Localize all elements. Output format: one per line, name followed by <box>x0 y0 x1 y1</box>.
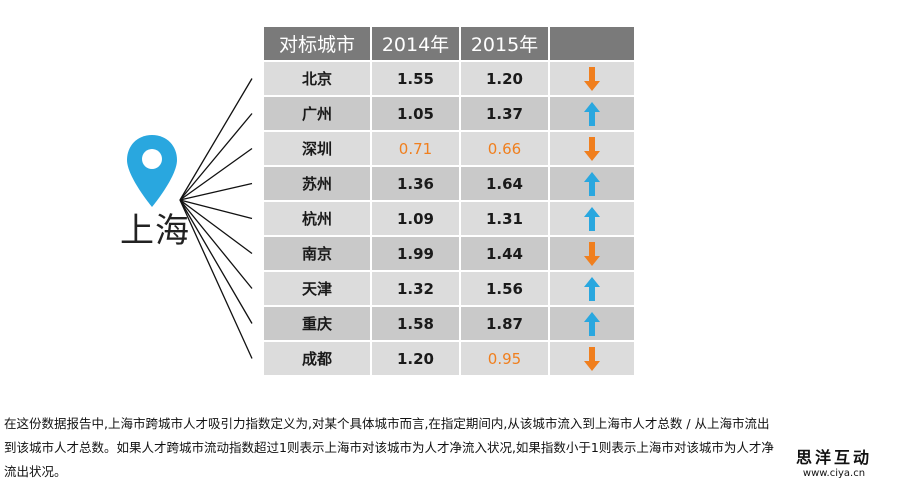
connector-line-4 <box>179 199 253 220</box>
arrow-up-icon <box>584 101 600 126</box>
city-cell: 北京 <box>264 62 370 95</box>
connector-line-0 <box>179 78 253 201</box>
location-pin-icon <box>127 135 177 207</box>
trend-cell <box>550 307 634 340</box>
table-row: 深圳 0.71 0.66 <box>264 132 634 165</box>
watermark-logo: 思洋互动 www.ciya.cn <box>778 442 890 482</box>
trend-cell <box>550 342 634 375</box>
city-cell: 成都 <box>264 342 370 375</box>
watermark-url: www.ciya.cn <box>802 468 866 479</box>
value-2014-cell: 0.71 <box>372 132 459 165</box>
watermark-name: 思洋互动 <box>795 448 872 467</box>
connector-line-6 <box>179 199 253 289</box>
connector-line-3 <box>179 182 253 201</box>
value-2014-cell: 1.58 <box>372 307 459 340</box>
header-trend <box>550 27 634 60</box>
table-row: 苏州 1.36 1.64 <box>264 167 634 200</box>
origin-city-label: 上海 <box>120 211 190 251</box>
trend-cell <box>550 132 634 165</box>
definition-note: 在这份数据报告中,上海市跨城市人才吸引力指数定义为,对某个具体城市而言,在指定期… <box>4 412 904 484</box>
table-row: 南京 1.99 1.44 <box>264 237 634 270</box>
value-2014-cell: 1.36 <box>372 167 459 200</box>
table-row: 成都 1.20 0.95 <box>264 342 634 375</box>
value-2014-cell: 1.99 <box>372 237 459 270</box>
connector-line-2 <box>179 147 253 201</box>
table-row: 北京 1.55 1.20 <box>264 62 634 95</box>
city-cell: 苏州 <box>264 167 370 200</box>
value-2015-cell: 1.87 <box>461 307 548 340</box>
value-2015-cell: 0.95 <box>461 342 548 375</box>
arrow-down-icon <box>584 346 600 371</box>
arrow-down-icon <box>584 136 600 161</box>
city-cell: 天津 <box>264 272 370 305</box>
city-cell: 重庆 <box>264 307 370 340</box>
header-2015: 2015年 <box>461 27 548 60</box>
value-2014-cell: 1.05 <box>372 97 459 130</box>
value-2015-cell: 0.66 <box>461 132 548 165</box>
value-2015-cell: 1.64 <box>461 167 548 200</box>
value-2014-cell: 1.55 <box>372 62 459 95</box>
table-row: 杭州 1.09 1.31 <box>264 202 634 235</box>
value-2014-cell: 1.32 <box>372 272 459 305</box>
header-2014: 2014年 <box>372 27 459 60</box>
value-2015-cell: 1.56 <box>461 272 548 305</box>
arrow-down-icon <box>584 66 600 91</box>
trend-cell <box>550 202 634 235</box>
arrow-up-icon <box>584 276 600 301</box>
city-cell: 深圳 <box>264 132 370 165</box>
trend-cell <box>550 97 634 130</box>
table-header-row: 对标城市 2014年 2015年 <box>264 27 634 60</box>
table-row: 天津 1.32 1.56 <box>264 272 634 305</box>
trend-cell <box>550 272 634 305</box>
trend-cell <box>550 237 634 270</box>
value-2015-cell: 1.44 <box>461 237 548 270</box>
city-cell: 杭州 <box>264 202 370 235</box>
connector-line-8 <box>179 199 253 359</box>
table-row: 广州 1.05 1.37 <box>264 97 634 130</box>
arrow-down-icon <box>584 241 600 266</box>
header-city: 对标城市 <box>264 27 370 60</box>
table-row: 重庆 1.58 1.87 <box>264 307 634 340</box>
city-cell: 南京 <box>264 237 370 270</box>
connector-line-7 <box>179 199 253 324</box>
value-2015-cell: 1.37 <box>461 97 548 130</box>
trend-cell <box>550 62 634 95</box>
value-2015-cell: 1.20 <box>461 62 548 95</box>
value-2014-cell: 1.20 <box>372 342 459 375</box>
note-line-2: 到该城市人才总数。如果人才跨城市流动指数超过1则表示上海市对该城市为人才净流入状… <box>4 440 774 455</box>
index-table: 对标城市 2014年 2015年 北京 1.55 1.20 广州 1.05 1.37 深圳 0… <box>262 25 636 377</box>
trend-cell <box>550 167 634 200</box>
connector-line-1 <box>179 113 253 201</box>
value-2014-cell: 1.09 <box>372 202 459 235</box>
city-cell: 广州 <box>264 97 370 130</box>
connector-line-5 <box>179 199 253 255</box>
note-line-1: 在这份数据报告中,上海市跨城市人才吸引力指数定义为,对某个具体城市而言,在指定期… <box>4 416 770 431</box>
arrow-up-icon <box>584 171 600 196</box>
arrow-up-icon <box>584 311 600 336</box>
value-2015-cell: 1.31 <box>461 202 548 235</box>
arrow-up-icon <box>584 206 600 231</box>
note-line-3: 流出状况。 <box>4 464 67 479</box>
